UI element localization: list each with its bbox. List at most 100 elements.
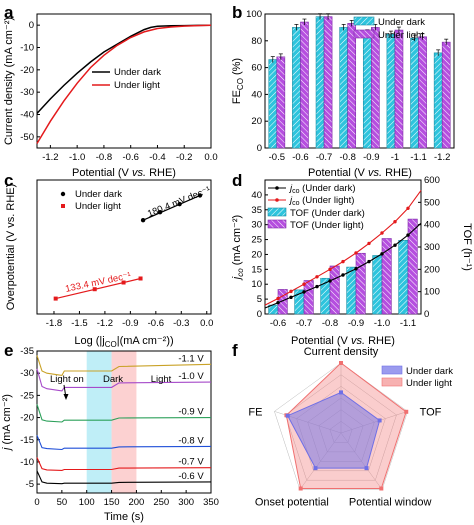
panel-d-point-jdark [393,243,397,247]
panel-d-bar-toflight [355,252,366,315]
panel-d-ytick-label: 0 [257,309,262,320]
panel-d-point-jdark [289,295,293,300]
panel-e-light-label: Light [151,374,172,385]
panel-b-ytick-label: 100 [246,9,262,20]
panel-d-ytick-label: 40 [251,190,262,201]
panel-f-point-light [404,409,409,414]
panel-d-bar-toflight [407,218,418,315]
panel-b-bar-light [323,16,333,149]
panel-label-f: f [232,341,238,360]
panel-d-legend-jdark: jco (Under dark) [288,183,356,195]
panel-f-point-dark [364,466,369,471]
panel-d-xtick-label: -0.7 [296,318,312,329]
panel-c-xtick-label: -0.9 [122,318,138,329]
panel-d-y2tick-label: 600 [424,175,440,186]
panel-d-point-jlight [302,282,306,286]
panel-f-axis-label: FE [248,406,262,418]
panel-e-series [36,470,212,485]
panel-d-ylabel: jco (mA cm⁻²) [231,215,245,281]
panel-d-xtick-label: -1.0 [374,318,390,329]
panel-d-xtick-label: -0.9 [348,318,364,329]
panel-b-xtick-label: -0.5 [269,152,285,163]
panel-c-legend-dark: Under dark [75,189,122,200]
panel-d-legend-tofdark: TOF (Under dark) [290,208,365,219]
panel-b-bar-dark [433,52,443,149]
panel-f-axis-label: Current density [304,346,379,358]
panel-a-series-light [36,24,212,144]
panel-d-point-jdark [406,233,410,237]
panel-c-slope-light: 133.4 mV dec⁻¹ [64,270,132,295]
panel-d-legend-toflight: TOF (Under light) [290,220,364,231]
panel-a-chart: -1.2 -1.0 -0.8 -0.6 -0.4 -0.2 0.0 0 -10 -20 -30 -40… [3,13,218,179]
panel-d-y2tick-label: 300 [424,242,440,253]
panel-d-ytick-label: 30 [251,220,262,231]
panel-d-xtick-label: -0.6 [270,318,286,329]
panel-b-legend-dark: Under dark [378,17,425,28]
panel-f-axis-label: TOF [420,406,442,418]
panel-c-xtick-label: -1.8 [46,318,62,329]
panel-e-xtick-label: 150 [104,497,120,508]
panel-f-legend-dark: Under dark [406,366,453,377]
panel-b-xtick-label: -0.6 [292,152,308,163]
panel-d-point-jlight [406,206,410,210]
panel-c-point-light [53,296,58,301]
panel-c-slope-dark: 180.4 mV dec⁻¹ [146,185,212,220]
panel-f-grid-ring [285,374,397,481]
panel-c-fit-dark [142,194,201,221]
panel-d-bar-tofdark [398,240,409,315]
panel-e-ytick-label: -25 [20,390,34,401]
panel-e-xtick-label: 200 [128,497,144,508]
panel-d-point-jdark [341,273,345,277]
panel-d-bar-tofdark [320,277,331,315]
panel-d-y2tick-label: 0 [424,309,429,320]
panel-b-ytick-label: 40 [251,89,262,100]
panel-f-area-dark [287,391,381,469]
panel-d-point-jlight [393,219,397,224]
panel-c-legend-light: Under light [75,201,121,212]
panel-e-chart: 0 50 100 150 200 250 300 350 -35 -30 -25 -20 -15 -10 -… [1,346,219,523]
panel-b-ylabel: FECO (%) [231,58,245,104]
panel-e-ytick-label: -35 [20,346,34,357]
panel-d-y2label: TOF (h⁻¹) [461,223,473,271]
panel-d-point-jlight [315,275,319,279]
panel-a-ytick-label: -40 [20,110,34,121]
panel-b-xtick-label: -1 [391,152,399,163]
panel-e-series [36,435,212,451]
panel-d-chart: 05101520253035400100200300400500600-0.6-… [231,175,473,347]
panel-f-legend: Under dark Under light [381,365,453,389]
panel-d-point-jlight [289,289,293,294]
panel-e-series-label: -1.0 V [178,371,204,382]
panel-e-frame [36,350,212,494]
panel-b-xtick-label: -0.8 [340,152,356,163]
panel-d-point-jlight [328,267,332,272]
panel-b-legend: Under dark Under light [353,16,425,41]
panel-d-xlabel: Potential (V vs. RHE) [291,335,395,347]
panel-f-point-dark [285,413,290,418]
panel-c-point-dark [197,193,203,198]
panel-d-xtick-label: -0.8 [322,318,338,329]
panel-a-xtick-label: 0.0 [204,152,217,163]
panel-c-point-light [121,280,126,285]
panel-a-ytick-label: 0 [29,20,34,31]
panel-f-point-light [298,486,303,491]
panel-a-legend-dark: Under dark [114,67,161,78]
panel-d-ytick-label: 25 [251,235,262,246]
panel-label-b: b [232,3,242,22]
panel-a-ytick-label: -20 [20,65,34,76]
panel-d-ytick-label: 15 [251,264,262,275]
panel-b-xtick-label: -1.1 [410,152,426,163]
panel-e-ytick-label: -30 [20,368,34,379]
panel-d-bar-tofdark [372,255,383,315]
panel-c-xtick-label: -0.3 [173,318,189,329]
panel-c-ylabel: Overpotential (V vs. RHE) [5,184,17,311]
panel-b-chart: 0 20 40 60 80 100 -0.5 -0.6 -0.7 -0.8 -0.9 -1 -1.1 -1… [231,9,455,179]
panel-e-xtick-label: 350 [203,497,219,508]
panel-b-bar-dark [410,37,419,149]
panel-d-line-jdark [264,222,422,309]
panel-d-point-jdark [367,259,371,264]
panel-b-bar-light [300,21,309,149]
panel-a-ytick-label: -50 [20,132,34,143]
panel-d-legend-jlight: jco (Under light) [288,195,354,207]
panel-c-point-dark [157,209,163,215]
panel-d-point-jlight [380,231,384,235]
